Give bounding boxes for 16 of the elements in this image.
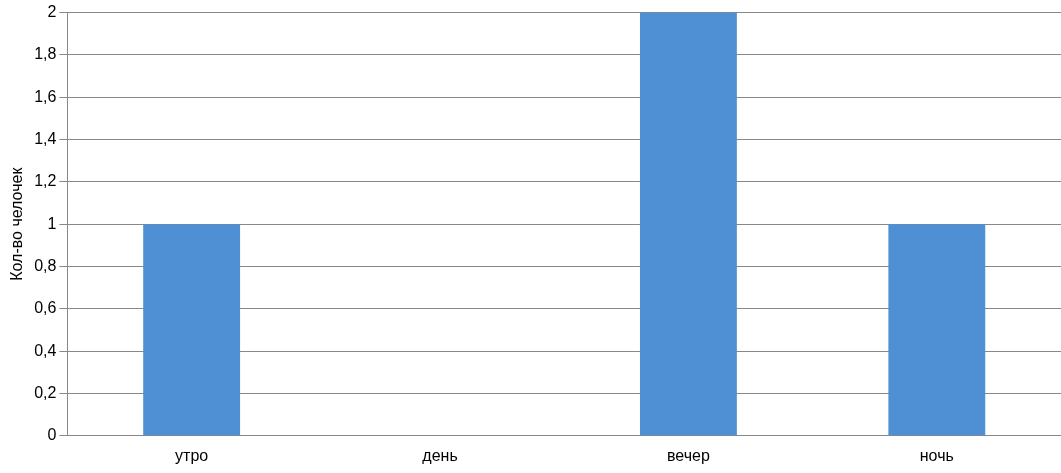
y-tick-label: 1,6: [34, 87, 57, 105]
y-tick-label: 0,2: [34, 383, 57, 401]
x-tick-label: утро: [175, 446, 209, 464]
y-tick-label: 0,8: [34, 256, 57, 274]
y-axis-title: Кол-во челочек: [8, 166, 26, 281]
y-tick-label: 0,4: [34, 341, 57, 359]
y-tick-label: 0: [47, 426, 57, 444]
x-tick-label: ночь: [919, 446, 954, 464]
y-tick-label: 0,6: [34, 299, 57, 317]
y-tick-label: 2: [47, 3, 57, 21]
y-tick-label: 1: [47, 214, 57, 232]
y-tick-label: 1,4: [34, 129, 57, 147]
x-tick-label: вечер: [667, 446, 710, 464]
y-tick-label: 1,2: [34, 172, 57, 190]
y-tick-label: 1,8: [34, 45, 57, 63]
x-tick-label: день: [422, 446, 458, 464]
